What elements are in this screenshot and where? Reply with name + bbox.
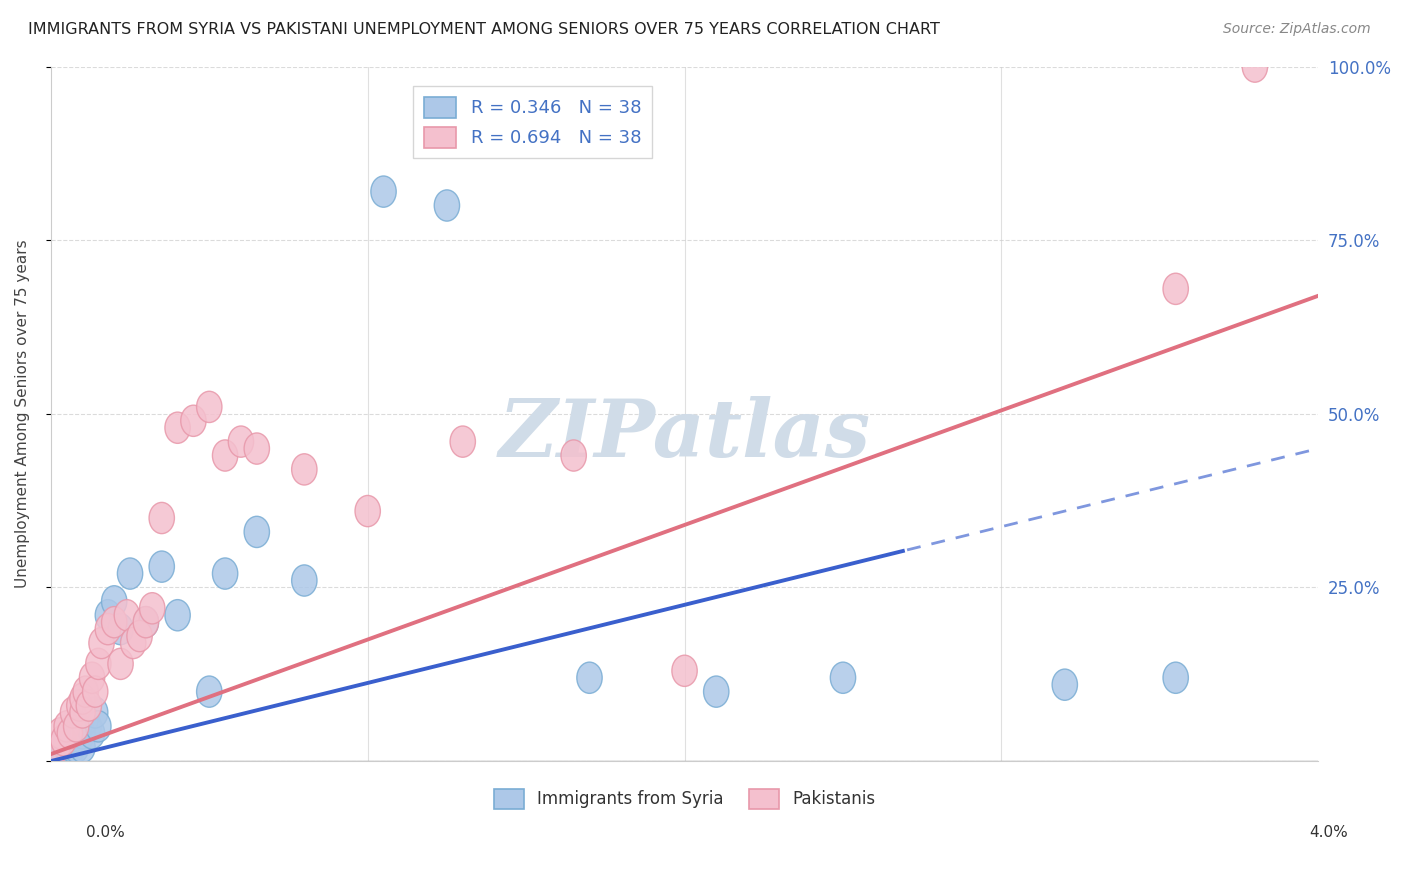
Ellipse shape bbox=[1163, 662, 1188, 693]
Ellipse shape bbox=[149, 551, 174, 582]
Ellipse shape bbox=[356, 495, 381, 526]
Ellipse shape bbox=[108, 614, 134, 645]
Ellipse shape bbox=[1243, 51, 1268, 82]
Ellipse shape bbox=[53, 724, 79, 756]
Ellipse shape bbox=[108, 648, 134, 680]
Ellipse shape bbox=[703, 676, 728, 707]
Ellipse shape bbox=[48, 731, 73, 763]
Ellipse shape bbox=[291, 565, 316, 596]
Ellipse shape bbox=[212, 558, 238, 590]
Ellipse shape bbox=[134, 607, 159, 638]
Ellipse shape bbox=[245, 516, 270, 548]
Ellipse shape bbox=[58, 718, 83, 749]
Ellipse shape bbox=[60, 731, 86, 763]
Ellipse shape bbox=[66, 711, 91, 742]
Ellipse shape bbox=[181, 405, 207, 436]
Ellipse shape bbox=[58, 718, 83, 749]
Ellipse shape bbox=[1163, 273, 1188, 304]
Ellipse shape bbox=[101, 586, 127, 617]
Ellipse shape bbox=[121, 627, 146, 658]
Text: 0.0%: 0.0% bbox=[86, 825, 125, 839]
Ellipse shape bbox=[79, 718, 104, 749]
Ellipse shape bbox=[134, 607, 159, 638]
Ellipse shape bbox=[96, 599, 121, 631]
Ellipse shape bbox=[60, 724, 86, 756]
Ellipse shape bbox=[83, 676, 108, 707]
Ellipse shape bbox=[139, 592, 165, 624]
Text: ZIPatlas: ZIPatlas bbox=[499, 396, 870, 474]
Text: 4.0%: 4.0% bbox=[1309, 825, 1348, 839]
Ellipse shape bbox=[70, 683, 96, 714]
Ellipse shape bbox=[434, 190, 460, 221]
Ellipse shape bbox=[561, 440, 586, 471]
Ellipse shape bbox=[197, 392, 222, 423]
Ellipse shape bbox=[76, 690, 101, 721]
Ellipse shape bbox=[60, 697, 86, 728]
Ellipse shape bbox=[831, 662, 856, 693]
Ellipse shape bbox=[291, 454, 316, 485]
Ellipse shape bbox=[70, 697, 96, 728]
Ellipse shape bbox=[114, 599, 139, 631]
Ellipse shape bbox=[70, 718, 96, 749]
Ellipse shape bbox=[101, 607, 127, 638]
Ellipse shape bbox=[89, 627, 114, 658]
Ellipse shape bbox=[66, 724, 91, 756]
Ellipse shape bbox=[212, 440, 238, 471]
Ellipse shape bbox=[76, 711, 101, 742]
Ellipse shape bbox=[73, 676, 98, 707]
Ellipse shape bbox=[66, 690, 91, 721]
Ellipse shape bbox=[45, 731, 70, 763]
Ellipse shape bbox=[53, 711, 79, 742]
Ellipse shape bbox=[86, 648, 111, 680]
Ellipse shape bbox=[450, 426, 475, 458]
Ellipse shape bbox=[228, 426, 253, 458]
Legend: Immigrants from Syria, Pakistanis: Immigrants from Syria, Pakistanis bbox=[488, 782, 882, 815]
Text: IMMIGRANTS FROM SYRIA VS PAKISTANI UNEMPLOYMENT AMONG SENIORS OVER 75 YEARS CORR: IMMIGRANTS FROM SYRIA VS PAKISTANI UNEMP… bbox=[28, 22, 941, 37]
Ellipse shape bbox=[58, 739, 83, 770]
Ellipse shape bbox=[53, 731, 79, 763]
Ellipse shape bbox=[51, 739, 76, 770]
Ellipse shape bbox=[197, 676, 222, 707]
Ellipse shape bbox=[371, 176, 396, 207]
Y-axis label: Unemployment Among Seniors over 75 years: Unemployment Among Seniors over 75 years bbox=[15, 240, 30, 588]
Ellipse shape bbox=[1052, 669, 1077, 700]
Ellipse shape bbox=[117, 558, 143, 590]
Ellipse shape bbox=[48, 718, 73, 749]
Ellipse shape bbox=[73, 704, 98, 735]
Ellipse shape bbox=[149, 502, 174, 533]
Ellipse shape bbox=[165, 599, 190, 631]
Ellipse shape bbox=[83, 697, 108, 728]
Text: Source: ZipAtlas.com: Source: ZipAtlas.com bbox=[1223, 22, 1371, 37]
Ellipse shape bbox=[86, 711, 111, 742]
Ellipse shape bbox=[45, 739, 70, 770]
Ellipse shape bbox=[63, 718, 89, 749]
Ellipse shape bbox=[576, 662, 602, 693]
Ellipse shape bbox=[51, 724, 76, 756]
Ellipse shape bbox=[165, 412, 190, 443]
Ellipse shape bbox=[70, 731, 96, 763]
Ellipse shape bbox=[96, 614, 121, 645]
Ellipse shape bbox=[127, 621, 152, 652]
Ellipse shape bbox=[245, 433, 270, 464]
Ellipse shape bbox=[672, 655, 697, 687]
Ellipse shape bbox=[63, 731, 89, 763]
Ellipse shape bbox=[79, 662, 104, 693]
Ellipse shape bbox=[63, 711, 89, 742]
